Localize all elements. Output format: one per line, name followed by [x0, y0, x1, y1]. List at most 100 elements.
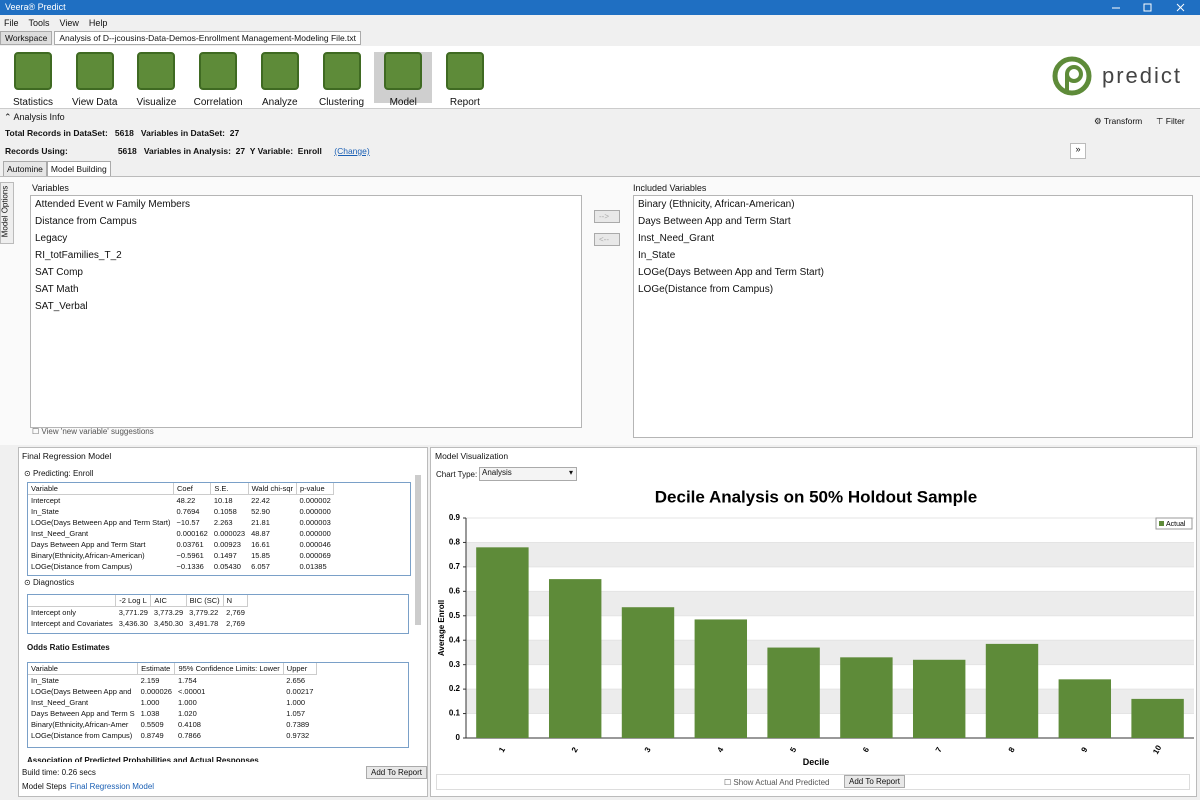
chart: Decile Analysis on 50% Holdout Sample Av…	[437, 487, 1194, 767]
tool-button[interactable]: Report	[436, 52, 494, 108]
tool-button[interactable]: Statistics	[4, 52, 62, 108]
filter-button[interactable]: ⊤ Filter	[1156, 116, 1185, 126]
included-list[interactable]: Binary (Ethnicity, African-American) Days…	[633, 195, 1193, 438]
remove-button[interactable]: <--	[594, 233, 620, 246]
tool-icon	[137, 52, 176, 90]
list-item[interactable]: Binary (Ethnicity, African-American)	[638, 199, 795, 210]
tool-button[interactable]: Analyze	[251, 52, 309, 108]
cell: 0.7389	[286, 720, 310, 729]
list-item[interactable]: In_State	[638, 250, 676, 261]
bar	[767, 647, 820, 738]
menu-item[interactable]: Tools	[28, 18, 50, 28]
list-item[interactable]: LOGe(Distance from Campus)	[638, 284, 774, 295]
row: Intercept and Covariates 3,436.30 3,450.30…	[28, 618, 248, 629]
tool-button[interactable]: Clustering	[313, 52, 371, 108]
cell: 48.22	[176, 496, 196, 505]
cell: 3,771.29	[118, 608, 148, 617]
header-cell: BIC (SC)	[186, 595, 224, 607]
row: LOGe(Days Between App and Term Start) −10…	[28, 517, 334, 528]
panel-title: Variables	[32, 183, 69, 193]
cell: Days Between App and Term Start	[31, 540, 146, 549]
menu-item[interactable]: File	[4, 18, 19, 28]
model-options-tab[interactable]: Model Options	[0, 182, 14, 244]
add-to-report-button[interactable]: Add To Report	[844, 775, 905, 788]
x-tick-label: 1	[497, 745, 507, 754]
window-controls[interactable]	[1100, 0, 1200, 15]
row: LOGe(Distance from Campus) 0.8749 0.7866 0.…	[28, 730, 316, 741]
sub-tab[interactable]: Model Building	[46, 161, 111, 177]
section-title: Analysis Info	[13, 112, 65, 122]
expand-button[interactable]: »	[1070, 143, 1086, 159]
cell: 0.8749	[140, 731, 164, 740]
list-item[interactable]: SAT_Verbal	[35, 301, 88, 312]
cell: −0.1336	[176, 562, 204, 571]
list-item[interactable]: RI_totFamilies_T_2	[35, 250, 122, 261]
row: Binary(Ethnicity,African-Amer 0.5509 0.410…	[28, 719, 316, 730]
list-item[interactable]: SAT Comp	[35, 267, 83, 278]
tool-button[interactable]: Visualize	[127, 52, 185, 108]
row: Inst_Need_Grant 1.000 1.000 1.000	[28, 697, 316, 708]
cell: 1.057	[286, 709, 306, 718]
list-item[interactable]: SAT Math	[35, 284, 79, 295]
chart-type-select[interactable]: Analysis ▾	[479, 467, 577, 481]
suggestions-checkbox[interactable]: ☐ View 'new variable' suggestions	[32, 427, 154, 436]
odds-title: Odds Ratio Estimates	[27, 643, 110, 652]
list-item[interactable]: Attended Event w Family Members	[35, 199, 191, 210]
y-tick-label: 0.1	[449, 709, 461, 718]
tool-button[interactable]: Model	[374, 52, 433, 108]
cell: LOGe(Distance from Campus)	[31, 562, 133, 571]
cell: 0.1058	[213, 507, 237, 516]
x-tick-label: 7	[934, 745, 944, 754]
menu-item[interactable]: Help	[88, 18, 108, 28]
add-to-report-button[interactable]: Add To Report	[366, 766, 427, 779]
x-tick-label: 2	[570, 745, 580, 754]
sub-tab[interactable]: Automine	[3, 161, 47, 177]
list-item[interactable]: LOGe(Days Between App and Term Start)	[638, 267, 825, 278]
bar	[1058, 679, 1112, 738]
cell: In_State	[31, 676, 59, 685]
cell: 0.4108	[177, 720, 201, 729]
variables-list[interactable]: Attended Event w Family Members Distance …	[30, 195, 582, 428]
title-bar: Veera® Predict	[0, 0, 1200, 15]
cell: 2,769	[226, 619, 245, 628]
y-tick-label: 0.8	[449, 538, 461, 547]
tool-button[interactable]: View Data	[66, 52, 124, 108]
tab[interactable]: Analysis of D--jcousins-Data-Demos-Enrol…	[54, 31, 362, 45]
scrollbar[interactable]	[415, 475, 421, 625]
legend-box	[1155, 517, 1193, 530]
header-row: Variable Coef S.E. Wald chi-sqr p-value	[28, 483, 335, 495]
label: Diagnostics	[32, 578, 75, 587]
cell: 16.61	[251, 540, 270, 549]
cell: 0.000162	[176, 529, 208, 538]
bottom-tab[interactable]: Final Regression Model	[70, 782, 155, 791]
tab[interactable]: Workspace	[0, 31, 53, 45]
menu-item[interactable]: View	[59, 18, 79, 28]
cell: 21.81	[251, 518, 270, 527]
bottom-tab[interactable]: Model Steps	[22, 782, 67, 791]
cell: 10.18	[213, 496, 233, 505]
list-item[interactable]: Inst_Need_Grant	[638, 233, 715, 244]
cell: LOGe(Days Between App and	[31, 687, 132, 696]
label: Variables in DataSet:	[140, 128, 226, 138]
analysis-info: Total Records in DataSet: 5618 Variables…	[5, 128, 239, 138]
legend-label: Actual	[1166, 521, 1186, 528]
add-button[interactable]: -->	[594, 210, 620, 223]
y-tick-label: 0.7	[449, 562, 461, 571]
diagnostics-header[interactable]: ⊙ Diagnostics	[24, 578, 75, 587]
analysis-info-header[interactable]: ⌃ Analysis Info	[4, 112, 65, 122]
list-item[interactable]: Distance from Campus	[35, 216, 137, 227]
change-link[interactable]: (Change)	[334, 146, 370, 156]
tool-label: Report	[449, 97, 480, 108]
transform-button[interactable]: ⚙ Transform	[1094, 116, 1143, 126]
bar	[694, 619, 748, 738]
list-item[interactable]: Days Between App and Term Start	[638, 216, 791, 227]
predicting: ⊙ Predicting: Enroll	[24, 469, 94, 478]
list-item[interactable]: Legacy	[35, 233, 68, 244]
y-tick-label: 0.2	[449, 684, 461, 693]
show-both-checkbox[interactable]: ☐ Show Actual And Predicted	[724, 778, 830, 787]
tool-button[interactable]: Correlation	[189, 52, 247, 108]
tool-label: Clustering	[318, 97, 365, 108]
label: Transform	[1103, 116, 1143, 126]
cell: 0.000026	[140, 687, 172, 696]
cell: LOGe(Days Between App and Term Start)	[31, 518, 171, 527]
